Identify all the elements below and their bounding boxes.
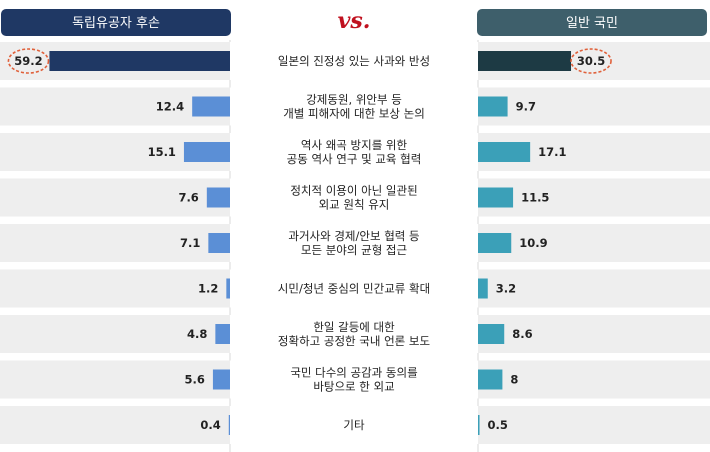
left-value-label: 12.4 (156, 100, 184, 114)
category-label: 일본의 진정성 있는 사과와 반성 (278, 54, 430, 68)
category-label: 외교 원칙 유지 (319, 198, 390, 212)
category-label: 기타 (343, 418, 365, 432)
right-value-label: 30.5 (577, 54, 605, 68)
category-label: 국민 다수의 공감과 동의를 (290, 366, 417, 380)
center-cell (230, 87, 478, 126)
right-value-label: 8 (510, 373, 518, 387)
left-value-label: 4.8 (187, 327, 207, 341)
category-label: 정확하고 공정한 국내 언론 보도 (278, 334, 430, 348)
right-value-label: 8.6 (512, 327, 532, 341)
left-bar (208, 233, 230, 253)
left-bar (228, 415, 230, 435)
right-bar (478, 415, 480, 435)
left-bar (49, 51, 230, 71)
category-label: 시민/청년 중심의 민간교류 확대 (278, 282, 430, 296)
left-bar (206, 187, 230, 208)
center-cell (230, 315, 478, 353)
right-highlight-circle (570, 48, 612, 74)
right-value-label: 0.5 (488, 418, 508, 432)
left-header-title: 독립유공자 후손 (72, 16, 160, 31)
left-value-label: 7.6 (178, 191, 198, 205)
right-bar (478, 369, 503, 390)
right-bar (478, 187, 514, 208)
center-cell (230, 406, 478, 444)
left-value-label: 5.6 (185, 373, 205, 387)
right-value-label: 9.7 (516, 100, 536, 114)
left-value-label: 7.1 (180, 236, 200, 250)
left-value-label: 15.1 (148, 145, 176, 159)
center-cell (230, 269, 478, 308)
left-value-label: 59.2 (14, 54, 42, 68)
left-bar (215, 324, 230, 344)
row-bands (0, 40, 710, 452)
chart-marks: 일본의 진정성 있는 사과와 반성 59.2 30.5 강제동원, 위안부 등개별 피… (7, 48, 612, 435)
left-value-label: 1.2 (198, 282, 218, 296)
center-cell (230, 42, 478, 80)
center-cell (230, 360, 478, 399)
category-label: 과거사와 경제/안보 협력 등 (288, 229, 419, 243)
left-header-bg (1, 9, 231, 36)
category-label: 강제동원, 위안부 등 (306, 93, 402, 107)
right-bar (478, 142, 531, 162)
left-bar (183, 142, 230, 162)
center-cell (230, 178, 478, 217)
vs-label: vs. (338, 8, 371, 34)
right-bar (478, 324, 505, 344)
category-label: 개별 피해자에 대한 보상 논의 (283, 107, 425, 121)
category-label: 공동 역사 연구 및 교육 협력 (287, 152, 422, 166)
right-value-label: 10.9 (519, 236, 547, 250)
category-label: 모든 분야의 균형 접근 (301, 243, 407, 257)
left-bar (226, 278, 230, 299)
right-value-label: 11.5 (521, 191, 549, 205)
right-value-label: 17.1 (538, 145, 566, 159)
right-bar (478, 51, 572, 71)
left-bar (192, 96, 230, 117)
category-label: 바탕으로 한 외교 (313, 380, 394, 394)
right-header-title: 일반 국민 (566, 16, 618, 31)
right-bar (478, 96, 508, 117)
category-label: 역사 왜곡 방지를 위한 (301, 138, 408, 152)
left-bar (212, 369, 230, 390)
left-value-label: 0.4 (200, 418, 220, 432)
right-value-label: 3.2 (496, 282, 516, 296)
right-header-bg (477, 9, 707, 36)
headers: 독립유공자 후손 vs. 일반 국민 (1, 8, 707, 36)
right-bar (478, 233, 512, 253)
right-bar (478, 278, 488, 299)
category-label: 한일 갈등에 대한 (313, 320, 395, 334)
category-label: 정치적 이용이 아닌 일관된 (290, 184, 417, 198)
left-highlight-circle (7, 48, 50, 74)
center-cell (230, 133, 478, 171)
center-cell (230, 224, 478, 262)
